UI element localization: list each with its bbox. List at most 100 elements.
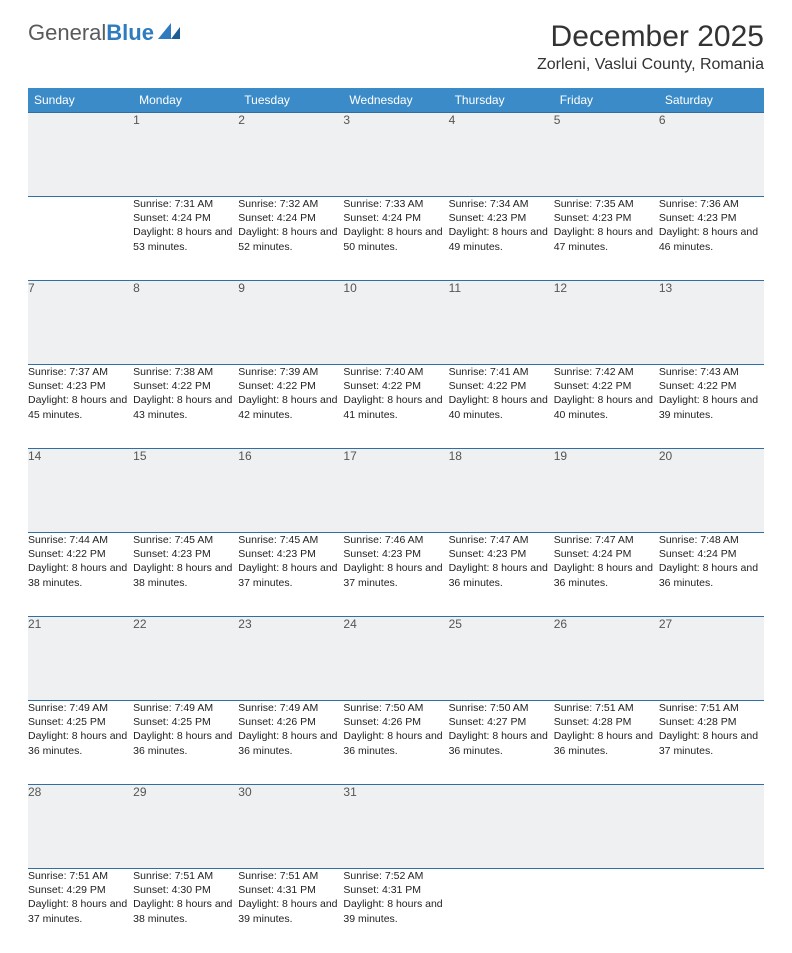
sunset-line: Sunset: 4:30 PM	[133, 883, 238, 897]
day-detail-cell: Sunrise: 7:37 AMSunset: 4:23 PMDaylight:…	[28, 365, 133, 449]
day-detail-cell: Sunrise: 7:45 AMSunset: 4:23 PMDaylight:…	[133, 533, 238, 617]
sunrise-line: Sunrise: 7:51 AM	[659, 701, 764, 715]
daylight-line: Daylight: 8 hours and 36 minutes.	[449, 561, 554, 589]
daylight-line: Daylight: 8 hours and 38 minutes.	[28, 561, 133, 589]
day-number-cell: 11	[449, 281, 554, 365]
sunset-line: Sunset: 4:23 PM	[449, 211, 554, 225]
day-number-cell: 22	[133, 617, 238, 701]
logo-word-2: Blue	[106, 20, 154, 45]
daylight-line: Daylight: 8 hours and 36 minutes.	[554, 729, 659, 757]
daylight-line: Daylight: 8 hours and 47 minutes.	[554, 225, 659, 253]
day-detail-cell: Sunrise: 7:39 AMSunset: 4:22 PMDaylight:…	[238, 365, 343, 449]
sunrise-line: Sunrise: 7:49 AM	[28, 701, 133, 715]
daylight-line: Daylight: 8 hours and 37 minutes.	[238, 561, 343, 589]
sunrise-line: Sunrise: 7:44 AM	[28, 533, 133, 547]
daylight-line: Daylight: 8 hours and 49 minutes.	[449, 225, 554, 253]
sunset-line: Sunset: 4:27 PM	[449, 715, 554, 729]
daylight-line: Daylight: 8 hours and 36 minutes.	[659, 561, 764, 589]
day-number-cell: 20	[659, 449, 764, 533]
day-detail-cell: Sunrise: 7:51 AMSunset: 4:28 PMDaylight:…	[659, 701, 764, 785]
sunrise-line: Sunrise: 7:52 AM	[343, 869, 448, 883]
day-detail-cell: Sunrise: 7:49 AMSunset: 4:25 PMDaylight:…	[28, 701, 133, 785]
daylight-line: Daylight: 8 hours and 41 minutes.	[343, 393, 448, 421]
page-header: GeneralBlue December 2025 Zorleni, Vaslu…	[28, 20, 764, 74]
sunset-line: Sunset: 4:23 PM	[449, 547, 554, 561]
day-detail-cell: Sunrise: 7:41 AMSunset: 4:22 PMDaylight:…	[449, 365, 554, 449]
day-detail-cell: Sunrise: 7:43 AMSunset: 4:22 PMDaylight:…	[659, 365, 764, 449]
day-detail-cell: Sunrise: 7:47 AMSunset: 4:23 PMDaylight:…	[449, 533, 554, 617]
daylight-line: Daylight: 8 hours and 52 minutes.	[238, 225, 343, 253]
daylight-line: Daylight: 8 hours and 53 minutes.	[133, 225, 238, 253]
day-number-cell: 29	[133, 785, 238, 869]
day-detail-cell: Sunrise: 7:51 AMSunset: 4:30 PMDaylight:…	[133, 869, 238, 953]
day-detail-cell: Sunrise: 7:44 AMSunset: 4:22 PMDaylight:…	[28, 533, 133, 617]
daylight-line: Daylight: 8 hours and 46 minutes.	[659, 225, 764, 253]
sunset-line: Sunset: 4:25 PM	[133, 715, 238, 729]
day-detail-cell: Sunrise: 7:35 AMSunset: 4:23 PMDaylight:…	[554, 197, 659, 281]
sunset-line: Sunset: 4:22 PM	[449, 379, 554, 393]
day-number-row: 28293031	[28, 785, 764, 869]
sunrise-line: Sunrise: 7:45 AM	[238, 533, 343, 547]
daylight-line: Daylight: 8 hours and 50 minutes.	[343, 225, 448, 253]
sunrise-line: Sunrise: 7:49 AM	[238, 701, 343, 715]
sunrise-line: Sunrise: 7:31 AM	[133, 197, 238, 211]
day-number-row: 21222324252627	[28, 617, 764, 701]
sunrise-line: Sunrise: 7:45 AM	[133, 533, 238, 547]
day-number-row: 123456	[28, 113, 764, 197]
day-number-row: 14151617181920	[28, 449, 764, 533]
sunset-line: Sunset: 4:29 PM	[28, 883, 133, 897]
sunset-line: Sunset: 4:24 PM	[554, 547, 659, 561]
day-detail-cell: Sunrise: 7:47 AMSunset: 4:24 PMDaylight:…	[554, 533, 659, 617]
day-detail-cell: Sunrise: 7:42 AMSunset: 4:22 PMDaylight:…	[554, 365, 659, 449]
day-number-cell: 19	[554, 449, 659, 533]
sunrise-line: Sunrise: 7:34 AM	[449, 197, 554, 211]
daylight-line: Daylight: 8 hours and 36 minutes.	[28, 729, 133, 757]
sunrise-line: Sunrise: 7:51 AM	[133, 869, 238, 883]
logo-icon	[158, 21, 184, 46]
weekday-header: Thursday	[449, 88, 554, 113]
sunset-line: Sunset: 4:22 PM	[133, 379, 238, 393]
daylight-line: Daylight: 8 hours and 36 minutes.	[449, 729, 554, 757]
sunset-line: Sunset: 4:24 PM	[133, 211, 238, 225]
location: Zorleni, Vaslui County, Romania	[537, 56, 764, 74]
sunset-line: Sunset: 4:26 PM	[343, 715, 448, 729]
sunset-line: Sunset: 4:28 PM	[554, 715, 659, 729]
day-number-cell: 6	[659, 113, 764, 197]
daylight-line: Daylight: 8 hours and 36 minutes.	[238, 729, 343, 757]
day-number-cell: 9	[238, 281, 343, 365]
day-number-cell: 3	[343, 113, 448, 197]
logo-word-1: General	[28, 20, 106, 45]
day-detail-cell	[659, 869, 764, 953]
day-number-cell: 4	[449, 113, 554, 197]
day-detail-cell: Sunrise: 7:51 AMSunset: 4:29 PMDaylight:…	[28, 869, 133, 953]
sunset-line: Sunset: 4:23 PM	[133, 547, 238, 561]
day-number-cell: 31	[343, 785, 448, 869]
weekday-header: Saturday	[659, 88, 764, 113]
day-number-cell: 30	[238, 785, 343, 869]
daylight-line: Daylight: 8 hours and 45 minutes.	[28, 393, 133, 421]
sunrise-line: Sunrise: 7:51 AM	[554, 701, 659, 715]
sunrise-line: Sunrise: 7:47 AM	[449, 533, 554, 547]
sunset-line: Sunset: 4:22 PM	[28, 547, 133, 561]
month-title: December 2025	[537, 20, 764, 54]
day-number-cell: 12	[554, 281, 659, 365]
day-number-cell: 10	[343, 281, 448, 365]
day-number-cell: 14	[28, 449, 133, 533]
day-number-cell: 26	[554, 617, 659, 701]
daylight-line: Daylight: 8 hours and 36 minutes.	[133, 729, 238, 757]
sunrise-line: Sunrise: 7:43 AM	[659, 365, 764, 379]
weekday-header: Monday	[133, 88, 238, 113]
day-detail-row: Sunrise: 7:51 AMSunset: 4:29 PMDaylight:…	[28, 869, 764, 953]
sunset-line: Sunset: 4:23 PM	[659, 211, 764, 225]
sunrise-line: Sunrise: 7:33 AM	[343, 197, 448, 211]
day-detail-cell: Sunrise: 7:34 AMSunset: 4:23 PMDaylight:…	[449, 197, 554, 281]
sunrise-line: Sunrise: 7:32 AM	[238, 197, 343, 211]
day-detail-cell: Sunrise: 7:49 AMSunset: 4:26 PMDaylight:…	[238, 701, 343, 785]
sunset-line: Sunset: 4:25 PM	[28, 715, 133, 729]
daylight-line: Daylight: 8 hours and 37 minutes.	[28, 897, 133, 925]
day-detail-cell	[554, 869, 659, 953]
sunrise-line: Sunrise: 7:51 AM	[28, 869, 133, 883]
day-detail-cell: Sunrise: 7:46 AMSunset: 4:23 PMDaylight:…	[343, 533, 448, 617]
day-detail-cell: Sunrise: 7:51 AMSunset: 4:31 PMDaylight:…	[238, 869, 343, 953]
weekday-header: Tuesday	[238, 88, 343, 113]
